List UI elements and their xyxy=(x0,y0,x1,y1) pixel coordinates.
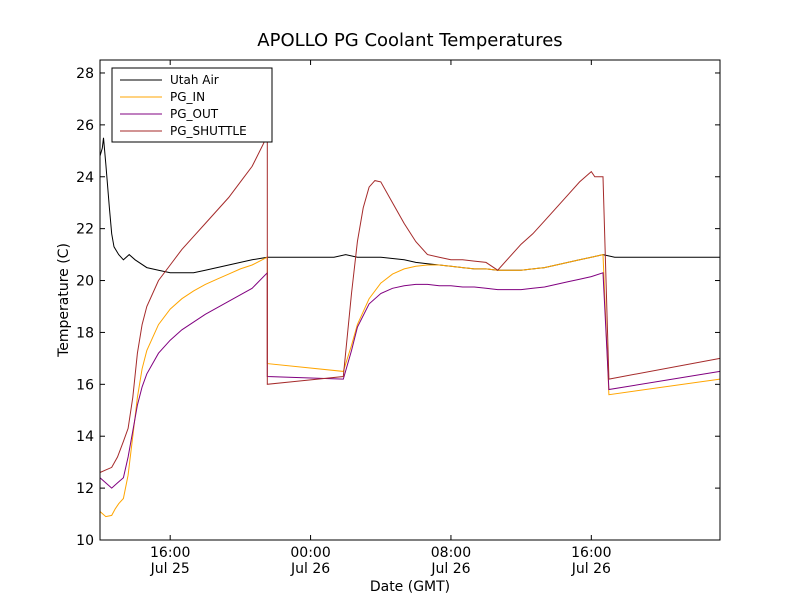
x-tick-label-time: 16:00 xyxy=(571,545,611,561)
y-tick-label: 20 xyxy=(76,274,94,290)
x-tick-label-date: Jul 26 xyxy=(290,561,330,577)
plot-frame xyxy=(99,59,721,541)
y-tick-label: 28 xyxy=(76,66,94,82)
series-line-pg-out xyxy=(99,271,721,489)
x-tick-label-time: 08:00 xyxy=(431,545,471,561)
legend: Utah Air PG_IN PG_OUT PG_SHUTTLE xyxy=(111,67,273,143)
y-axis: 10 12 14 16 18 20 22 24 26 28 xyxy=(76,66,720,549)
legend-label: PG_SHUTTLE xyxy=(170,124,247,138)
y-tick-label: 16 xyxy=(76,377,94,393)
legend-label: PG_IN xyxy=(170,90,205,104)
chart-title: APOLLO PG Coolant Temperatures xyxy=(257,30,562,51)
legend-label: PG_OUT xyxy=(170,107,219,121)
x-tick-label-date: Jul 26 xyxy=(430,561,470,577)
y-tick-label: 14 xyxy=(76,429,94,445)
x-tick-label-date: Jul 26 xyxy=(571,561,611,577)
y-axis-label: Temperature (C) xyxy=(56,243,72,358)
x-axis-label: Date (GMT) xyxy=(370,579,450,595)
y-tick-label: 26 xyxy=(76,118,94,134)
y-tick-label: 12 xyxy=(76,481,94,497)
series-line-pg-in xyxy=(99,253,721,518)
x-tick-label-time: 16:00 xyxy=(150,545,190,561)
y-tick-label: 24 xyxy=(76,170,94,186)
y-tick-label: 22 xyxy=(76,222,94,238)
y-tick-label: 18 xyxy=(76,325,94,341)
y-tick-label: 10 xyxy=(76,533,94,549)
legend-label: Utah Air xyxy=(170,73,219,87)
series-layer xyxy=(99,124,721,518)
x-tick-label-time: 00:00 xyxy=(290,545,330,561)
x-tick-label-date: Jul 25 xyxy=(150,561,190,577)
series-line-pg-shuttle xyxy=(99,124,721,473)
